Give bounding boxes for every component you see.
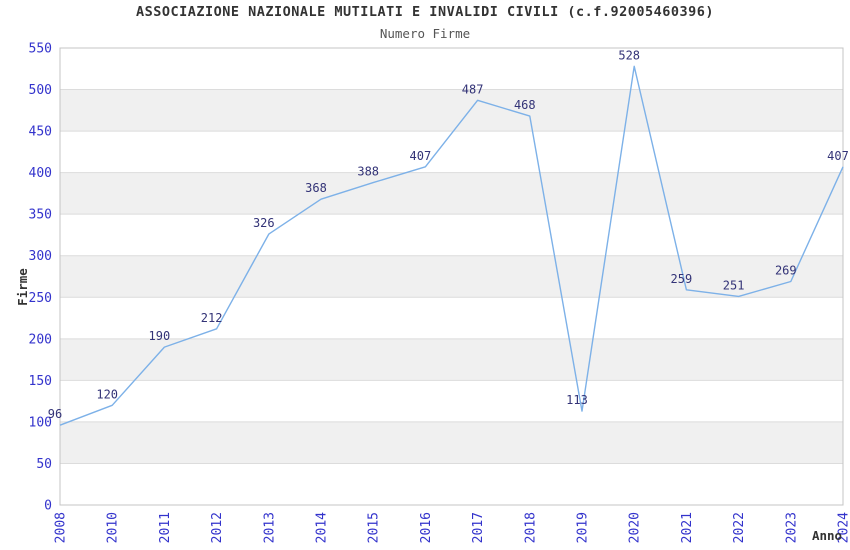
data-label: 113 — [566, 393, 588, 407]
plot-border — [59, 47, 844, 506]
plot-band — [60, 172, 843, 215]
x-tick-label: 2017 — [471, 512, 486, 543]
data-label: 528 — [618, 48, 640, 62]
data-label: 259 — [671, 272, 693, 286]
plot-band — [60, 89, 843, 132]
data-line — [59, 65, 844, 426]
data-label: 468 — [514, 98, 536, 112]
data-label: 326 — [253, 216, 275, 230]
x-axis-title: Anno — [812, 528, 842, 543]
x-tick-label: 2014 — [315, 512, 330, 543]
data-label: 190 — [149, 329, 171, 343]
plot-band — [60, 255, 843, 298]
data-label: 368 — [305, 181, 327, 195]
data-label: 407 — [827, 149, 849, 163]
y-tick-label: 500 — [29, 83, 52, 98]
x-tick-label: 2013 — [262, 512, 277, 543]
x-tick-label: 2008 — [54, 512, 69, 543]
data-label: 269 — [775, 263, 797, 277]
x-tick-label: 2020 — [628, 512, 643, 543]
y-tick-label: 150 — [29, 374, 52, 389]
x-tick-label: 2011 — [158, 512, 173, 543]
data-label: 212 — [201, 311, 223, 325]
y-tick-label: 200 — [29, 332, 52, 347]
x-tick-label: 2015 — [367, 512, 382, 543]
plot-band — [60, 421, 843, 464]
y-tick-label: 300 — [29, 249, 52, 264]
y-tick-label: 100 — [29, 415, 52, 430]
y-tick-label: 50 — [36, 457, 52, 472]
data-label: 388 — [357, 165, 379, 179]
y-tick-label: 550 — [29, 42, 52, 57]
data-label: 407 — [410, 149, 432, 163]
x-tick-label: 2019 — [576, 512, 591, 543]
x-tick-label: 2016 — [419, 512, 434, 543]
x-tick-label: 2022 — [732, 512, 747, 543]
y-axis-title: Firme — [15, 268, 30, 306]
chart-subtitle: Numero Firme — [379, 26, 471, 41]
x-tick-label: 2024 — [837, 512, 850, 543]
data-label: 251 — [723, 278, 745, 292]
x-tick-label: 2023 — [784, 512, 799, 543]
x-tick-label: 2012 — [210, 512, 225, 543]
x-tick-label: 2018 — [523, 512, 538, 543]
y-tick-label: 350 — [29, 208, 52, 223]
y-tick-label: 400 — [29, 166, 52, 181]
data-label: 120 — [96, 387, 118, 401]
y-tick-label: 450 — [29, 125, 52, 140]
x-tick-label: 2010 — [106, 512, 121, 543]
plot-band — [60, 338, 843, 381]
data-label: 487 — [462, 82, 484, 96]
x-tick-label: 2021 — [680, 512, 695, 543]
chart-title: ASSOCIAZIONE NAZIONALE MUTILATI E INVALI… — [135, 4, 715, 20]
data-label: 96 — [48, 407, 62, 421]
y-tick-label: 0 — [44, 499, 52, 514]
y-tick-label: 250 — [29, 291, 52, 306]
